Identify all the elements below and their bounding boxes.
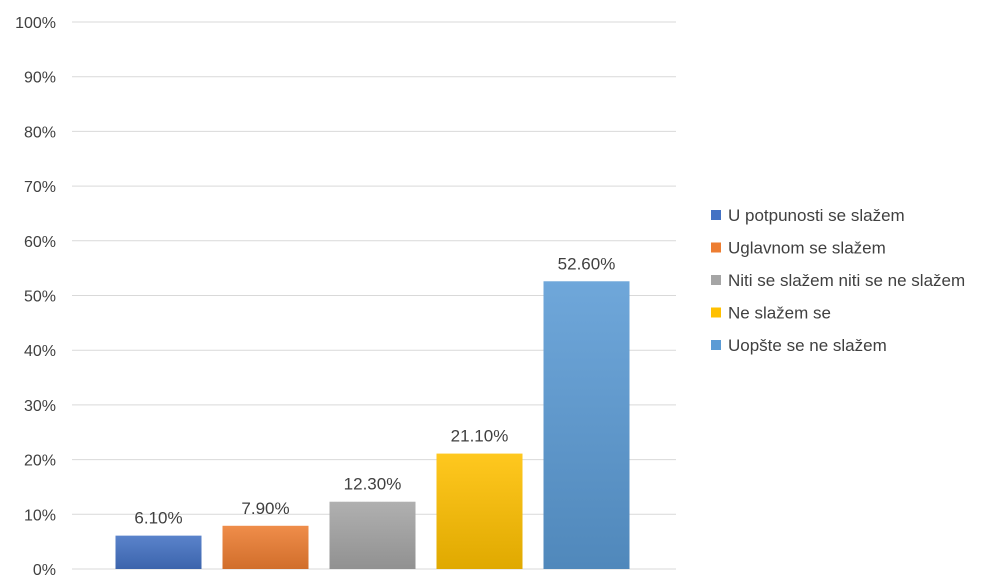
data-label: 52.60% <box>558 254 616 273</box>
legend: U potpunosti se slažem Uglavnom se slažem… <box>711 206 965 355</box>
legend-swatch <box>711 307 721 318</box>
legend-item: Ne slažem se <box>711 304 831 323</box>
legend-swatch <box>711 275 721 285</box>
data-labels: 6.10% 7.90% 12.30% 21.10% 52.60% <box>134 254 615 527</box>
legend-swatch <box>711 210 721 220</box>
legend-swatch <box>711 242 721 253</box>
y-tick-label: 10% <box>24 507 56 524</box>
bars <box>115 281 630 569</box>
y-tick-label: 50% <box>24 289 56 306</box>
y-tick-label: 80% <box>24 124 56 141</box>
bar <box>222 525 309 569</box>
data-label: 21.10% <box>451 427 509 446</box>
data-label: 7.90% <box>241 499 289 518</box>
gridlines <box>72 21 676 570</box>
legend-swatch <box>711 340 721 350</box>
legend-item: U potpunosti se slažem <box>711 206 905 225</box>
bar <box>436 453 523 569</box>
y-tick-label: 70% <box>24 179 56 196</box>
legend-item: Uglavnom se slažem <box>711 239 886 258</box>
legend-label: U potpunosti se slažem <box>728 206 905 225</box>
legend-item: Uopšte se ne slažem <box>711 336 887 355</box>
data-label: 6.10% <box>134 509 182 528</box>
legend-label: Uopšte se ne slažem <box>728 336 887 355</box>
y-tick-label: 30% <box>24 398 56 415</box>
legend-label: Uglavnom se slažem <box>728 239 886 258</box>
y-tick-label: 20% <box>24 453 56 470</box>
legend-label: Niti se slažem niti se ne slažem <box>728 271 965 290</box>
bar <box>329 501 416 569</box>
y-tick-label: 90% <box>24 70 56 87</box>
bar <box>115 535 202 569</box>
y-tick-label: 40% <box>24 343 56 360</box>
bar <box>543 281 630 569</box>
y-tick-label: 60% <box>24 234 56 251</box>
legend-item: Niti se slažem niti se ne slažem <box>711 271 965 290</box>
y-tick-label: 100% <box>15 15 56 32</box>
legend-label: Ne slažem se <box>728 304 831 323</box>
y-axis-tick-labels: 0% 10% 20% 30% 40% 50% 60% 70% 80% 90% 100% <box>15 15 56 575</box>
y-tick-label: 0% <box>33 562 56 575</box>
data-label: 12.30% <box>344 475 402 494</box>
